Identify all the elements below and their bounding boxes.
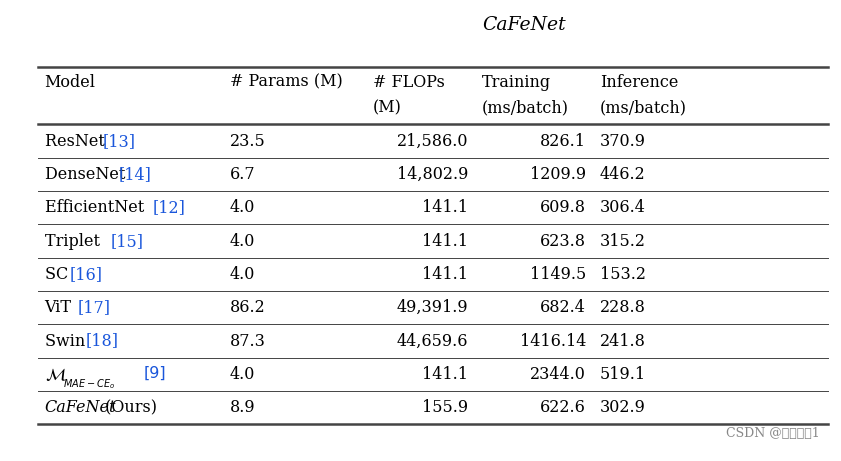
Text: 23.5: 23.5 — [230, 133, 266, 150]
Text: 2344.0: 2344.0 — [531, 366, 586, 383]
Text: [14]: [14] — [119, 166, 152, 183]
Text: 21,586.0: 21,586.0 — [397, 133, 468, 150]
Text: 826.1: 826.1 — [540, 133, 586, 150]
Text: 86.2: 86.2 — [230, 299, 266, 316]
Text: 4.0: 4.0 — [230, 233, 255, 250]
Text: 141.1: 141.1 — [422, 233, 468, 250]
Text: 623.8: 623.8 — [540, 233, 586, 250]
Text: ViT: ViT — [45, 299, 77, 316]
Text: 141.1: 141.1 — [422, 200, 468, 216]
Text: 306.4: 306.4 — [600, 200, 646, 216]
Text: DenseNet: DenseNet — [45, 166, 130, 183]
Text: $\mathcal{M}$: $\mathcal{M}$ — [45, 366, 66, 384]
Text: 4.0: 4.0 — [230, 200, 255, 216]
Text: 1149.5: 1149.5 — [530, 266, 586, 283]
Text: 1209.9: 1209.9 — [530, 166, 586, 183]
Text: 302.9: 302.9 — [600, 399, 646, 416]
Text: 682.4: 682.4 — [540, 299, 586, 316]
Text: 155.9: 155.9 — [422, 399, 468, 416]
Text: Swin: Swin — [45, 332, 90, 349]
Text: ResNet: ResNet — [45, 133, 109, 150]
Text: 153.2: 153.2 — [600, 266, 646, 283]
Text: CSDN @小杨小杨1: CSDN @小杨小杨1 — [727, 427, 820, 440]
Text: 141.1: 141.1 — [422, 266, 468, 283]
Text: CaFeNet: CaFeNet — [45, 399, 116, 416]
Text: 622.6: 622.6 — [540, 399, 586, 416]
Text: Triplet: Triplet — [45, 233, 104, 250]
Text: (ms/batch): (ms/batch) — [482, 99, 569, 116]
Text: 44,659.6: 44,659.6 — [397, 332, 468, 349]
Text: [16]: [16] — [70, 266, 103, 283]
Text: Training: Training — [482, 74, 551, 91]
Text: CaFeNet: CaFeNet — [482, 16, 566, 34]
Text: 1416.14: 1416.14 — [520, 332, 586, 349]
Text: [9]: [9] — [144, 366, 167, 381]
Text: 6.7: 6.7 — [230, 166, 255, 183]
Text: 4.0: 4.0 — [230, 366, 255, 383]
Text: 609.8: 609.8 — [540, 200, 586, 216]
Text: 87.3: 87.3 — [230, 332, 266, 349]
Text: 141.1: 141.1 — [422, 366, 468, 383]
Text: SC: SC — [45, 266, 73, 283]
Text: $_{MAE-CE_o}$: $_{MAE-CE_o}$ — [63, 378, 115, 392]
Text: 315.2: 315.2 — [600, 233, 646, 250]
Text: EfficientNet: EfficientNet — [45, 200, 149, 216]
Text: 4.0: 4.0 — [230, 266, 255, 283]
Text: (M): (M) — [373, 99, 401, 116]
Text: 49,391.9: 49,391.9 — [397, 299, 468, 316]
Text: [15]: [15] — [111, 233, 144, 250]
Text: # Params (M): # Params (M) — [230, 74, 342, 91]
Text: 8.9: 8.9 — [230, 399, 255, 416]
Text: 370.9: 370.9 — [600, 133, 646, 150]
Text: 14,802.9: 14,802.9 — [397, 166, 468, 183]
Text: 519.1: 519.1 — [600, 366, 646, 383]
Text: [12]: [12] — [152, 200, 185, 216]
Text: (ms/batch): (ms/batch) — [600, 99, 686, 116]
Text: 446.2: 446.2 — [600, 166, 645, 183]
Text: # FLOPs: # FLOPs — [373, 74, 444, 91]
Text: (Ours): (Ours) — [99, 399, 156, 416]
Text: 228.8: 228.8 — [600, 299, 646, 316]
Text: [13]: [13] — [103, 133, 135, 150]
Text: [17]: [17] — [77, 299, 111, 316]
Text: Inference: Inference — [600, 74, 678, 91]
Text: [18]: [18] — [86, 332, 119, 349]
Text: 241.8: 241.8 — [600, 332, 646, 349]
Text: Model: Model — [45, 74, 96, 91]
